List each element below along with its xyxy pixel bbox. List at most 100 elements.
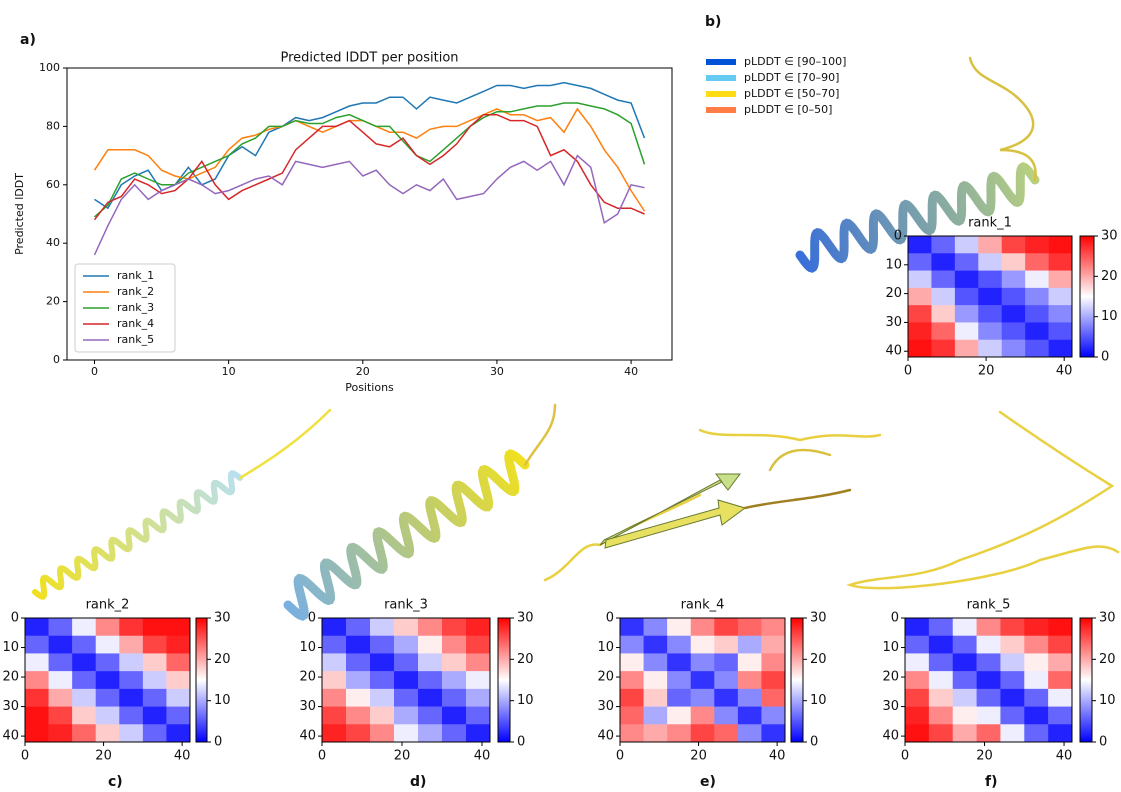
heatmap-cell: [977, 671, 1001, 689]
heatmap-cell: [394, 653, 418, 671]
y-tick-label: 10: [882, 640, 899, 655]
legend-swatch: [706, 91, 736, 97]
helix: [288, 454, 525, 616]
heatmap-cell: [466, 618, 490, 636]
heatmap-cell: [322, 671, 346, 689]
heatmap-cell: [955, 340, 979, 358]
heatmap-cell: [644, 653, 668, 671]
heatmap-cell: [25, 618, 49, 636]
heatmap-cell: [143, 671, 167, 689]
x-tick-label: 20: [978, 364, 995, 379]
panel-label: a): [20, 32, 36, 48]
heatmap-cell: [953, 636, 977, 654]
heatmap-cell: [977, 689, 1001, 707]
heatmap-cell: [394, 724, 418, 742]
heatmap-cell: [714, 707, 738, 725]
legend-label: rank_5: [117, 333, 154, 346]
heatmap-cell: [72, 653, 96, 671]
colorbar-tick-label: 0: [1099, 735, 1107, 750]
y-tick-label: 40: [597, 729, 614, 744]
heatmap-cell: [691, 671, 715, 689]
heatmap-cell: [72, 689, 96, 707]
helix: [35, 473, 240, 596]
legend-swatch: [706, 75, 736, 81]
heatmap-cell: [978, 288, 1002, 306]
heatmap-cell: [322, 724, 346, 742]
heatmap-cell: [119, 636, 143, 654]
heatmap-cell: [738, 707, 762, 725]
heatmap-cell: [1000, 618, 1024, 636]
series-line: [95, 103, 645, 217]
heatmap-cell: [955, 253, 979, 271]
heatmap-cell: [908, 340, 932, 358]
heatmap-cell: [346, 653, 370, 671]
heatmap-cell: [761, 707, 785, 725]
heatmap-cell: [1049, 322, 1073, 340]
panel-label: b): [705, 14, 721, 30]
heatmap-cell: [691, 707, 715, 725]
heatmap-cell: [96, 636, 120, 654]
y-tick-label: 30: [299, 699, 316, 714]
y-tick-label: 40: [885, 344, 902, 359]
heatmap-cell: [644, 724, 668, 742]
heatmap-cell: [1049, 236, 1073, 254]
heatmap-cell: [442, 653, 466, 671]
heatmap-cell: [1002, 288, 1026, 306]
heatmap-cell: [119, 618, 143, 636]
heatmap-cell: [620, 724, 644, 742]
heatmap-cell: [394, 707, 418, 725]
heatmap-cell: [714, 636, 738, 654]
heatmap-cell: [738, 689, 762, 707]
heatmap-cell: [955, 322, 979, 340]
heatmap-cell: [1000, 707, 1024, 725]
heatmap-cell: [667, 671, 691, 689]
heatmap-cell: [667, 707, 691, 725]
heatmap-cell: [25, 707, 49, 725]
heatmap-cell: [953, 618, 977, 636]
heatmap-cell: [738, 671, 762, 689]
heatmap-cell: [166, 724, 190, 742]
y-tick-label: 30: [885, 315, 902, 330]
colorbar-tick-label: 30: [1101, 229, 1118, 244]
heatmap-cell: [143, 636, 167, 654]
heatmap-title: rank_4: [681, 598, 725, 613]
y-tick-label: 20: [2, 670, 19, 685]
x-tick-label: 20: [394, 749, 411, 764]
heatmap-cell: [466, 636, 490, 654]
heatmap-cell: [667, 724, 691, 742]
heatmap-cell: [929, 618, 953, 636]
heatmap-cell: [977, 636, 1001, 654]
heatmap-cell: [442, 636, 466, 654]
colorbar-tick-label: 20: [1099, 652, 1116, 667]
heatmap-cell: [1049, 288, 1073, 306]
x-tick-label: 20: [976, 749, 993, 764]
heatmap-cell: [714, 689, 738, 707]
heatmap-cell: [761, 671, 785, 689]
colorbar-tick-label: 30: [214, 611, 231, 626]
heatmap-cell: [931, 322, 955, 340]
heatmap-cell: [119, 689, 143, 707]
heatmap-cell: [1024, 724, 1048, 742]
y-tick-label: 0: [308, 611, 316, 626]
heatmap-cell: [931, 253, 955, 271]
heatmap-cell: [442, 707, 466, 725]
heatmap-cell: [418, 653, 442, 671]
legend-label: rank_4: [117, 317, 154, 330]
y-tick-label: 40: [46, 236, 60, 249]
heatmap-cell: [25, 653, 49, 671]
x-tick-label: 40: [1056, 364, 1073, 379]
heatmap-cell: [442, 724, 466, 742]
colorbar-tick-label: 10: [810, 693, 827, 708]
heatmap-cell: [738, 636, 762, 654]
heatmap-cell: [394, 636, 418, 654]
heatmap-cell: [1002, 236, 1026, 254]
heatmap-cell: [620, 671, 644, 689]
heatmap-cell: [96, 707, 120, 725]
heatmap-cell: [49, 653, 73, 671]
heatmap-cell: [1049, 271, 1073, 289]
heatmap-cell: [953, 653, 977, 671]
colorbar-tick-label: 0: [214, 735, 222, 750]
heatmap-cell: [667, 653, 691, 671]
heatmap-cell: [442, 689, 466, 707]
heatmap-cell: [620, 618, 644, 636]
